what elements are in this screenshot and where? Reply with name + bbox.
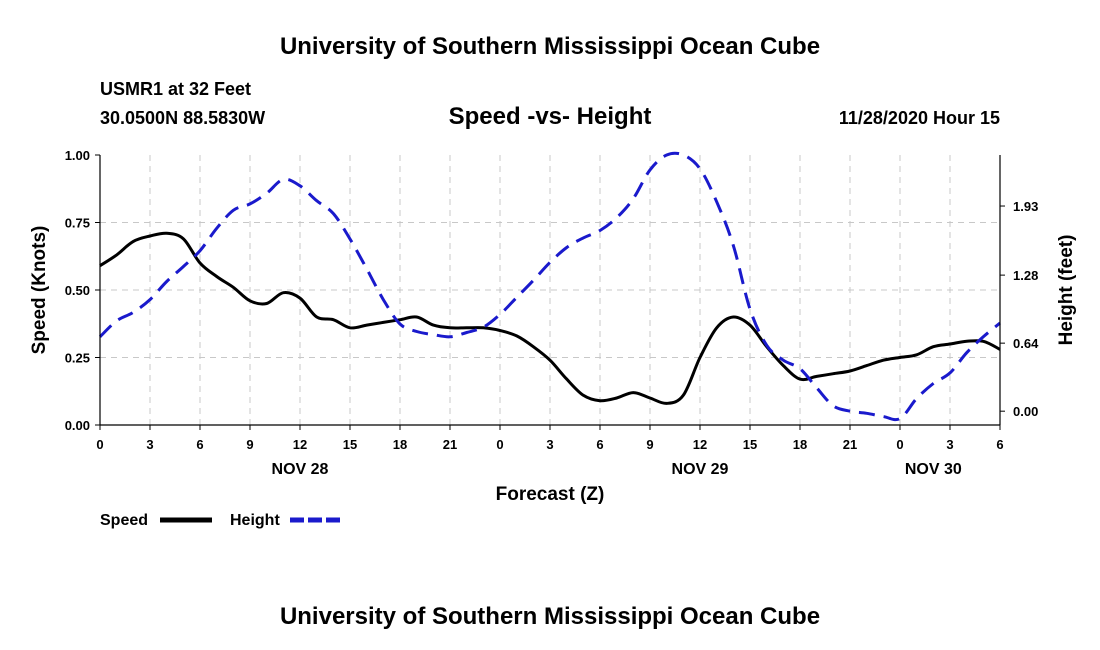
- y2-tick-label: 1.93: [1013, 199, 1038, 214]
- date-label: NOV 29: [672, 461, 729, 478]
- y-tick-label: 0.75: [65, 216, 90, 231]
- top-title: University of Southern Mississippi Ocean…: [280, 33, 820, 60]
- y-axis-label: Speed (Knots): [29, 226, 50, 355]
- y-tick-label: 0.50: [65, 283, 90, 298]
- x-tick-label: 12: [293, 437, 307, 452]
- legend-label-speed: Speed: [100, 512, 148, 529]
- x-tick-label: 3: [946, 437, 953, 452]
- x-tick-label: 15: [343, 437, 357, 452]
- x-tick-label: 3: [146, 437, 153, 452]
- x-tick-label: 15: [743, 437, 757, 452]
- x-tick-label: 18: [393, 437, 407, 452]
- x-tick-label: 6: [996, 437, 1003, 452]
- tick-labels: 0 3 6 9 12 15 18 21 0 3 6 9 12 15 18 21 0 3 6 0.00 0.25 0.50 0…: [65, 148, 1039, 478]
- x-tick-label: 12: [693, 437, 707, 452]
- x-tick-label: 0: [496, 437, 503, 452]
- y2-axis-label: Height (feet): [1056, 235, 1077, 346]
- x-tick-label: 9: [246, 437, 253, 452]
- y2-tick-label: 0.00: [1013, 404, 1038, 419]
- datetime-label: 11/28/2020 Hour 15: [839, 108, 1000, 128]
- y-tick-label: 0.25: [65, 351, 90, 366]
- date-label: NOV 30: [905, 461, 962, 478]
- x-tick-label: 18: [793, 437, 807, 452]
- series-layer: [98, 151, 1001, 422]
- y-tick-label: 0.00: [65, 418, 90, 433]
- legend: Speed Height: [100, 512, 342, 529]
- x-tick-label: 6: [196, 437, 203, 452]
- x-tick-label: 0: [96, 437, 103, 452]
- series-line-speed: [99, 231, 1001, 405]
- x-tick-label: 0: [896, 437, 903, 452]
- axes: [95, 154, 1005, 430]
- x-tick-label: 21: [443, 437, 457, 452]
- x-tick-label: 6: [596, 437, 603, 452]
- x-tick-label: 9: [646, 437, 653, 452]
- x-axis-label: Forecast (Z): [496, 484, 605, 505]
- series-line-height: [98, 151, 1001, 422]
- chart-title: Speed -vs- Height: [449, 103, 652, 130]
- date-label: NOV 28: [272, 461, 329, 478]
- y-tick-label: 1.00: [65, 148, 90, 163]
- station-label: USMR1 at 32 Feet: [100, 79, 251, 99]
- y2-tick-label: 0.64: [1013, 336, 1039, 351]
- x-tick-label: 3: [546, 437, 553, 452]
- coordinates-label: 30.0500N 88.5830W: [100, 108, 265, 128]
- y2-tick-label: 1.28: [1013, 268, 1038, 283]
- x-tick-label: 21: [843, 437, 857, 452]
- legend-label-height: Height: [230, 512, 280, 529]
- bottom-title: University of Southern Mississippi Ocean…: [280, 603, 820, 630]
